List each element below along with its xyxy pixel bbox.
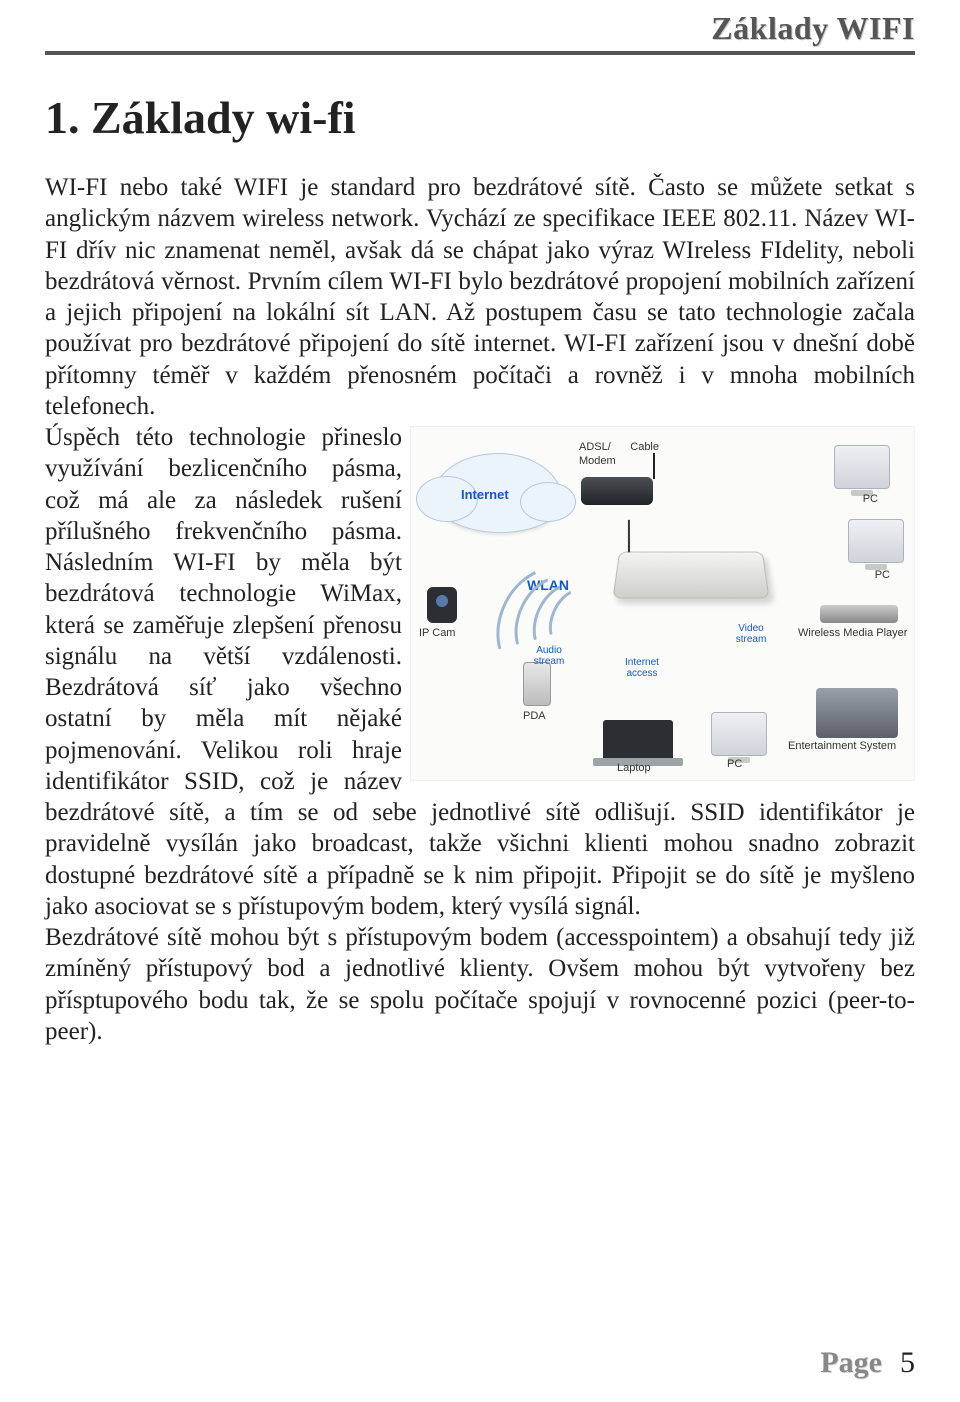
paragraph-intro: WI-FI nebo také WIFI je standard pro bez… xyxy=(45,172,915,422)
chapter-title: 1. Základy wi-fi xyxy=(45,91,915,144)
wrap-text: Úspěch této technologie přineslo využívá… xyxy=(45,424,402,764)
pc2-label: PC xyxy=(875,569,890,583)
page-word: Page xyxy=(820,1346,882,1380)
body-text: WI-FI nebo také WIFI je standard pro bez… xyxy=(45,172,915,1047)
pc-icon xyxy=(834,445,890,489)
wlan-diagram: Internet ADSL/ Cable Modem WLAN PC PC Wi… xyxy=(410,426,915,781)
modem-icon xyxy=(581,477,653,505)
pc1-label: PC xyxy=(863,493,878,507)
ipcam-label: IP Cam xyxy=(419,627,455,641)
pda-label: PDA xyxy=(523,710,546,724)
pc-icon xyxy=(711,712,767,756)
running-header: Základy WIFI xyxy=(45,0,915,47)
text-with-figure: Internet ADSL/ Cable Modem WLAN PC PC Wi… xyxy=(45,422,915,922)
video-stream-label: Video stream xyxy=(731,623,771,645)
audio-stream-label: Audio stream xyxy=(529,645,569,667)
header-rule xyxy=(45,51,915,55)
laptop-icon xyxy=(603,720,673,758)
ipcam-icon xyxy=(427,587,457,623)
page: Základy WIFI 1. Základy wi-fi WI-FI nebo… xyxy=(0,0,960,1402)
page-footer: Page 5 xyxy=(820,1346,915,1380)
entertainment-system-icon xyxy=(816,688,898,738)
media-player-label: Wireless Media Player xyxy=(798,627,908,641)
pc3-label: PC xyxy=(727,758,742,772)
modem-label: ADSL/ Cable Modem xyxy=(579,441,659,469)
router-icon xyxy=(612,552,769,599)
paragraph-2: Bezdrátové sítě mohou být s přístupovým … xyxy=(45,922,915,1047)
entertainment-label: Entertainment System xyxy=(788,740,908,754)
pda-icon xyxy=(523,662,551,706)
page-number: 5 xyxy=(900,1346,915,1380)
internet-access-label: Internet access xyxy=(619,657,665,679)
running-title: Základy WIFI xyxy=(711,10,915,46)
internet-label: Internet xyxy=(461,487,509,503)
pc-icon xyxy=(848,519,904,563)
media-player-icon xyxy=(820,605,898,623)
laptop-label: Laptop xyxy=(617,762,651,776)
